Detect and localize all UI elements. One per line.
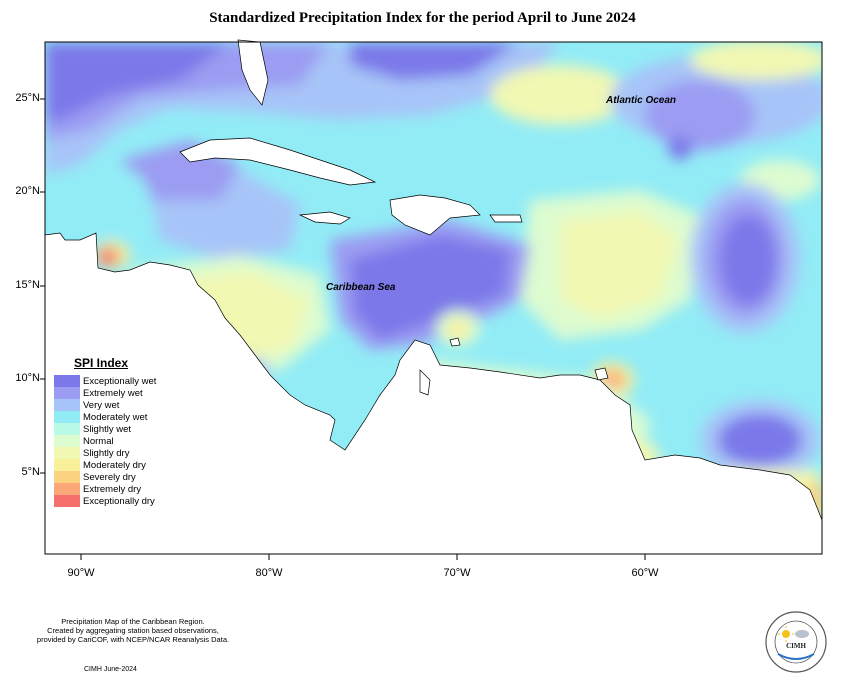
map-title: Standardized Precipitation Index for the… — [209, 10, 636, 26]
legend-item: Extremely wet — [54, 387, 184, 399]
legend-swatch — [54, 471, 80, 483]
x-tick-90w: 90°W — [67, 567, 95, 579]
legend-label: Exceptionally dry — [83, 495, 155, 507]
spi-legend: SPI Index Exceptionally wet Extremely wet… — [54, 356, 184, 507]
legend-item: Severely dry — [54, 471, 184, 483]
caribbean-label: Caribbean Sea — [326, 282, 396, 293]
legend-swatch — [54, 483, 80, 495]
y-tick-20n: 20°N — [15, 185, 40, 197]
legend-swatch — [54, 495, 80, 507]
credits-line-3: provided by CariCOF, with NCEP/NCAR Rean… — [36, 635, 230, 644]
y-tick-5n: 5°N — [21, 466, 40, 478]
credits-line-1: Precipitation Map of the Caribbean Regio… — [61, 617, 205, 626]
logo-text: CIMH — [786, 642, 806, 650]
legend-item: Normal — [54, 435, 184, 447]
map-frame — [44, 41, 823, 555]
legend-item: Moderately dry — [54, 459, 184, 471]
credits-line-2: Created by aggregating station based obs… — [47, 626, 219, 635]
land-masses — [44, 232, 823, 555]
y-tick-15n: 15°N — [15, 279, 40, 291]
legend-label: Moderately wet — [83, 411, 148, 423]
legend-item: Moderately wet — [54, 411, 184, 423]
legend-item: Exceptionally dry — [54, 495, 184, 507]
y-tick-25n: 25°N — [15, 92, 40, 104]
legend-swatch — [54, 447, 80, 459]
credits: Precipitation Map of the Caribbean Regio… — [18, 617, 248, 644]
legend-swatch — [54, 399, 80, 411]
legend-item: Exceptionally wet — [54, 375, 184, 387]
legend-label: Very wet — [83, 399, 120, 411]
legend-label: Normal — [83, 435, 114, 447]
axis-ticks — [40, 98, 646, 560]
legend-label: Slightly wet — [83, 423, 132, 435]
legend-label: Slightly dry — [83, 447, 130, 459]
y-tick-10n: 10°N — [15, 372, 40, 384]
legend-swatch — [54, 387, 80, 399]
x-tick-60w: 60°W — [631, 567, 659, 579]
legend-label: Extremely wet — [83, 387, 143, 399]
credits-date: CIMH June-2024 — [84, 666, 137, 673]
legend-swatch — [54, 411, 80, 423]
x-tick-70w: 70°W — [443, 567, 471, 579]
cimh-logo: CIMH — [765, 611, 827, 673]
legend-item: Slightly wet — [54, 423, 184, 435]
legend-title: SPI Index — [74, 356, 129, 370]
legend-swatch — [54, 459, 80, 471]
legend-item: Very wet — [54, 399, 184, 411]
legend-label: Severely dry — [83, 471, 136, 483]
legend-swatch — [54, 375, 80, 387]
legend-swatch — [54, 423, 80, 435]
legend-rows: Exceptionally wet Extremely wet Very wet Mo… — [54, 375, 184, 507]
legend-item: Slightly dry — [54, 447, 184, 459]
legend-label: Moderately dry — [83, 459, 146, 471]
legend-label: Exceptionally wet — [83, 375, 157, 387]
legend-swatch — [54, 435, 80, 447]
legend-label: Extremely dry — [83, 483, 142, 495]
islands — [179, 39, 609, 396]
legend-item: Extremely dry — [54, 483, 184, 495]
x-tick-80w: 80°W — [255, 567, 283, 579]
atlantic-label: Atlantic Ocean — [605, 95, 676, 106]
